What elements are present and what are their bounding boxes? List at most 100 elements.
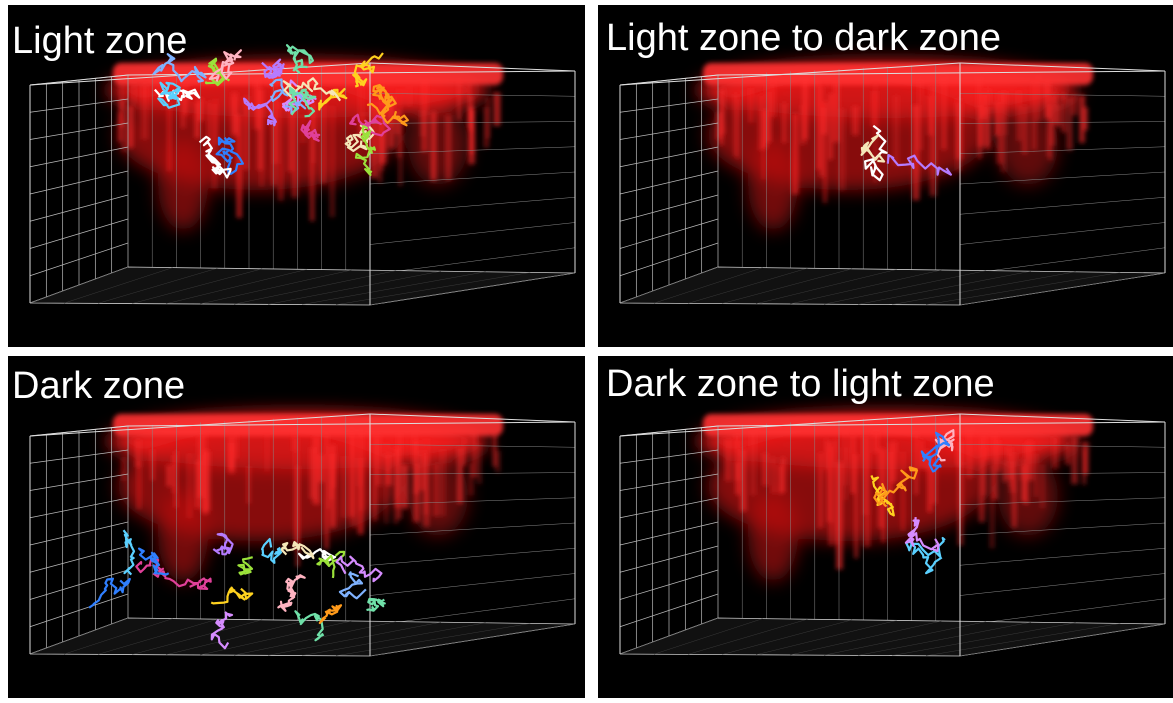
signal-streak (433, 463, 439, 516)
signal-streak (901, 452, 905, 531)
signal-streak (1057, 104, 1061, 127)
signal-streak (1034, 454, 1037, 497)
signal-streak (445, 115, 451, 180)
signal-streak (1071, 436, 1078, 484)
signal-streak (317, 454, 324, 482)
panel: Dark zone to light zone (598, 356, 1173, 698)
signal-streak (1003, 91, 1008, 135)
signal-streak (187, 453, 192, 518)
signal-streak (457, 447, 463, 504)
signal-streak (458, 80, 461, 121)
signal-streak (918, 79, 924, 150)
signal-streak (852, 106, 859, 135)
signal-streak (893, 95, 899, 166)
signal-streak (983, 448, 986, 495)
panel-content (598, 356, 1173, 698)
signal-streak (254, 78, 261, 129)
signal-streak (478, 443, 482, 484)
signal-streak (469, 464, 474, 496)
signal-streak (1052, 436, 1059, 468)
signal-streak (212, 104, 217, 189)
signal-streak (1031, 81, 1037, 150)
signal-streak (1021, 465, 1026, 502)
signal-streak (402, 464, 409, 508)
signal-streak (342, 456, 347, 518)
signal-streak (172, 455, 175, 493)
signal-streak (1022, 105, 1028, 154)
signal-streak (833, 82, 840, 142)
signal-streak (1066, 444, 1070, 465)
signal-streak (980, 93, 986, 118)
signal-streak (836, 462, 843, 570)
signal-streak (1017, 90, 1021, 141)
signal-streak (768, 92, 772, 143)
figure: Light zone Light zone to dark zone Dark … (0, 0, 1173, 703)
signal-streak (941, 75, 946, 149)
signal-streak (829, 93, 833, 159)
signal-streak (424, 439, 429, 515)
signal-streak (195, 102, 200, 138)
signal-streak (421, 79, 427, 152)
panel-label: Light zone to dark zone (606, 17, 1001, 59)
signal-streak (888, 443, 892, 492)
signal-streak (376, 435, 381, 486)
signal-streak (469, 106, 474, 155)
signal-streak (141, 84, 148, 139)
signal-streak (407, 86, 411, 107)
signal-streak (195, 461, 201, 509)
signal-streak (782, 103, 787, 143)
signal-streak (232, 97, 238, 134)
signal-streak (736, 462, 739, 494)
signal-streak (151, 449, 154, 480)
signal-streak (955, 98, 961, 171)
signal-streak (800, 105, 806, 144)
panel: Light zone (8, 5, 585, 347)
signal-streak (1079, 95, 1085, 143)
signal-streak (930, 85, 937, 196)
panel-label: Light zone (12, 20, 187, 62)
signal-streak (763, 453, 769, 486)
signal-streak (844, 447, 847, 500)
signal-streak (1046, 106, 1051, 157)
signal-streak (358, 429, 362, 486)
panel-content (8, 356, 585, 698)
signal-streak (914, 433, 918, 495)
signal-streak (324, 434, 329, 549)
signal-streak (839, 108, 845, 190)
signal-streak (121, 457, 125, 481)
signal-streak (1082, 449, 1086, 484)
signal-streak (994, 102, 999, 136)
signal-streak (440, 449, 445, 516)
signal-streak (247, 466, 250, 504)
signal-streak (294, 437, 299, 549)
panel: Dark zone (8, 356, 585, 698)
signal-streak (494, 93, 501, 126)
signal-streak (1066, 97, 1073, 151)
signal-streak (749, 88, 752, 123)
signal-streak (762, 110, 767, 149)
signal-streak (484, 107, 489, 148)
page: Light zone Light zone to dark zone Dark … (0, 0, 1173, 703)
signal-streak (750, 430, 757, 495)
signal-streak (128, 105, 134, 148)
signal-streak (736, 99, 739, 159)
signal-streak (826, 441, 832, 522)
signal-streak (265, 434, 268, 472)
signal-streak (1003, 461, 1006, 482)
signal-streak (740, 449, 746, 512)
panel-label: Dark zone to light zone (606, 363, 995, 405)
signal-streak (371, 100, 378, 178)
signal-streak (202, 450, 208, 515)
signal-streak (850, 435, 855, 494)
signal-streak (279, 102, 284, 201)
signal-streak (137, 461, 142, 510)
signal-streak (431, 112, 437, 181)
signal-streak (1027, 441, 1034, 481)
signal-streak (771, 457, 778, 494)
signal-streak (385, 453, 391, 485)
signal-streak (792, 113, 799, 194)
panel: Light zone to dark zone (598, 5, 1173, 347)
signal-streak (398, 113, 402, 186)
signal-streak (463, 437, 466, 466)
signal-streak (781, 457, 785, 493)
